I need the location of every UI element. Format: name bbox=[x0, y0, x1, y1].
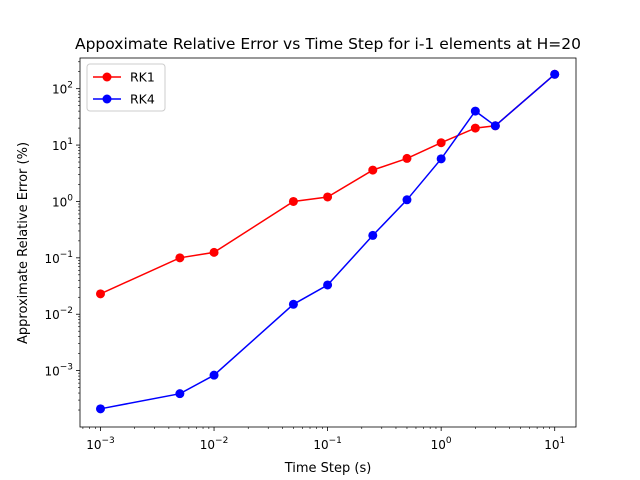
data-point-rk1 bbox=[470, 123, 480, 133]
x-tick-label: 10−3 bbox=[86, 436, 115, 452]
data-point-rk1 bbox=[209, 247, 219, 257]
data-point-rk1 bbox=[368, 165, 378, 175]
data-point-rk4 bbox=[95, 404, 105, 414]
y-tick-label: 102 bbox=[52, 81, 73, 97]
data-point-rk4 bbox=[470, 106, 480, 116]
x-tick-label: 100 bbox=[431, 436, 452, 452]
data-point-rk1 bbox=[288, 196, 298, 206]
legend-marker-rk1 bbox=[102, 72, 112, 82]
data-point-rk1 bbox=[436, 138, 446, 148]
data-point-rk1 bbox=[323, 192, 333, 202]
y-tick-label: 101 bbox=[52, 137, 73, 153]
data-point-rk4 bbox=[175, 389, 185, 399]
data-point-rk4 bbox=[436, 154, 446, 164]
data-point-rk4 bbox=[288, 299, 298, 309]
data-point-rk4 bbox=[550, 69, 560, 79]
legend-label-rk4: RK4 bbox=[130, 92, 155, 107]
data-point-rk4 bbox=[368, 230, 378, 240]
y-tick-label: 10−1 bbox=[44, 250, 73, 266]
y-tick-label: 10−3 bbox=[44, 363, 73, 379]
legend-marker-rk4 bbox=[102, 94, 112, 104]
y-tick-label: 100 bbox=[52, 193, 73, 209]
data-point-rk4 bbox=[490, 121, 500, 131]
x-tick-label: 10−2 bbox=[200, 436, 229, 452]
x-axis-label: Time Step (s) bbox=[284, 461, 372, 476]
data-point-rk1 bbox=[95, 289, 105, 299]
axes-frame bbox=[79, 57, 577, 428]
data-point-rk4 bbox=[209, 370, 219, 380]
data-point-rk1 bbox=[175, 253, 185, 263]
y-axis-label: Approximate Relative Error (%) bbox=[16, 142, 31, 344]
chart-title: Appoximate Relative Error vs Time Step f… bbox=[75, 35, 581, 53]
legend-label-rk1: RK1 bbox=[130, 70, 155, 85]
data-point-rk4 bbox=[402, 195, 412, 205]
x-tick-label: 10−1 bbox=[313, 436, 342, 452]
data-point-rk1 bbox=[402, 153, 412, 163]
plot-area: 10−3 10−2 10−1 100 101 10−3 10−2 10−1 100 101 102 R… bbox=[44, 57, 577, 452]
data-point-rk4 bbox=[323, 280, 333, 290]
x-tick-label: 101 bbox=[544, 436, 565, 452]
y-tick-label: 10−2 bbox=[44, 306, 73, 322]
